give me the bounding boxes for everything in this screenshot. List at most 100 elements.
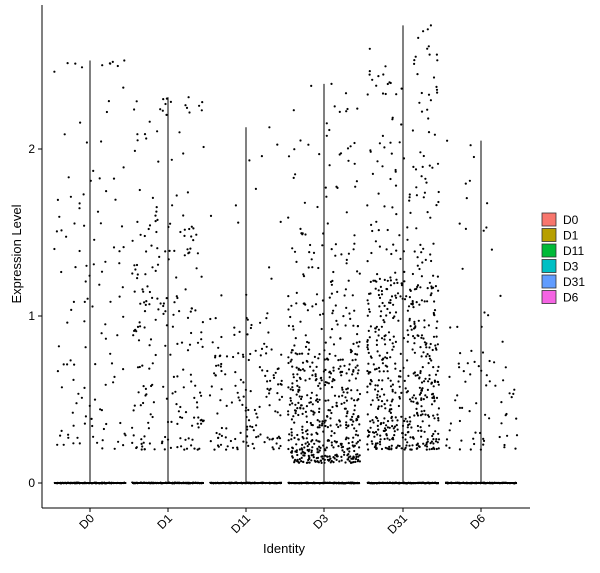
data-point <box>430 440 433 443</box>
data-point <box>432 442 435 445</box>
data-point <box>368 73 371 76</box>
data-point <box>399 295 402 298</box>
data-point <box>257 435 260 438</box>
data-point <box>408 199 411 202</box>
data-point <box>318 424 321 427</box>
data-point <box>219 399 222 402</box>
data-point <box>428 53 431 56</box>
data-point <box>190 307 193 310</box>
data-point <box>420 251 423 254</box>
data-point <box>326 426 329 429</box>
data-point <box>193 396 196 399</box>
data-point <box>372 421 375 424</box>
data-point <box>290 358 293 361</box>
data-point <box>299 369 302 372</box>
data-point <box>395 93 398 96</box>
data-point <box>62 443 65 446</box>
data-point <box>179 405 182 409</box>
data-point <box>381 301 384 305</box>
data-point <box>423 430 426 433</box>
data-point <box>437 289 440 292</box>
data-point <box>176 375 179 378</box>
data-point <box>426 300 429 303</box>
data-point <box>91 305 94 308</box>
data-point <box>318 382 321 385</box>
data-point <box>426 47 429 50</box>
data-point <box>287 439 290 442</box>
data-point <box>397 319 400 322</box>
data-point <box>140 442 143 445</box>
data-point <box>428 377 431 381</box>
data-point <box>252 429 255 432</box>
data-point <box>170 420 173 423</box>
data-point <box>458 366 461 369</box>
data-point <box>484 413 487 416</box>
data-point <box>411 436 415 439</box>
data-point <box>399 375 402 378</box>
data-point <box>435 447 438 451</box>
data-point <box>436 162 440 165</box>
data-point <box>504 414 507 417</box>
data-point <box>420 334 424 337</box>
data-point <box>400 87 403 90</box>
data-point <box>189 247 192 250</box>
data-point <box>334 243 337 246</box>
data-point <box>317 266 320 270</box>
data-point <box>291 402 294 405</box>
data-point <box>315 365 318 368</box>
data-point <box>396 292 400 295</box>
data-point <box>329 457 332 460</box>
data-point <box>200 394 203 397</box>
data-point <box>292 328 295 331</box>
data-point <box>352 436 355 439</box>
data-point <box>177 410 180 413</box>
data-point <box>272 448 275 451</box>
data-point <box>294 403 297 406</box>
data-point <box>414 168 418 171</box>
data-point <box>298 458 301 461</box>
data-point <box>192 239 195 242</box>
data-point <box>302 275 306 278</box>
data-point <box>296 460 299 463</box>
data-point <box>460 439 463 442</box>
data-point <box>256 416 259 419</box>
data-point <box>391 383 394 386</box>
data-point <box>391 419 394 422</box>
data-point <box>172 375 175 378</box>
data-point <box>100 140 103 143</box>
data-point <box>396 444 400 447</box>
data-point <box>390 400 393 403</box>
data-point <box>255 424 258 427</box>
data-point <box>305 437 308 440</box>
data-point <box>151 266 154 269</box>
data-point <box>302 437 305 440</box>
data-point <box>136 366 140 369</box>
data-point <box>311 374 314 377</box>
data-point <box>147 227 150 231</box>
data-point <box>424 394 427 397</box>
data-point <box>196 448 199 451</box>
data-point <box>454 399 457 402</box>
data-point <box>312 456 315 459</box>
data-point <box>318 426 321 429</box>
data-point <box>413 322 416 325</box>
data-point <box>414 325 417 328</box>
data-point <box>381 362 384 365</box>
data-point <box>342 315 345 318</box>
data-point <box>131 426 134 429</box>
legend-label: D6 <box>563 291 579 305</box>
data-point <box>379 434 382 437</box>
data-point <box>429 294 432 297</box>
data-point <box>425 448 428 451</box>
data-point <box>325 195 328 198</box>
data-point <box>184 411 188 414</box>
data-point <box>369 403 373 406</box>
data-point <box>101 64 104 67</box>
data-point <box>326 455 329 458</box>
data-point <box>434 440 438 443</box>
data-point <box>369 150 372 153</box>
data-point <box>512 392 515 395</box>
data-point <box>408 317 411 320</box>
data-point <box>355 417 358 420</box>
